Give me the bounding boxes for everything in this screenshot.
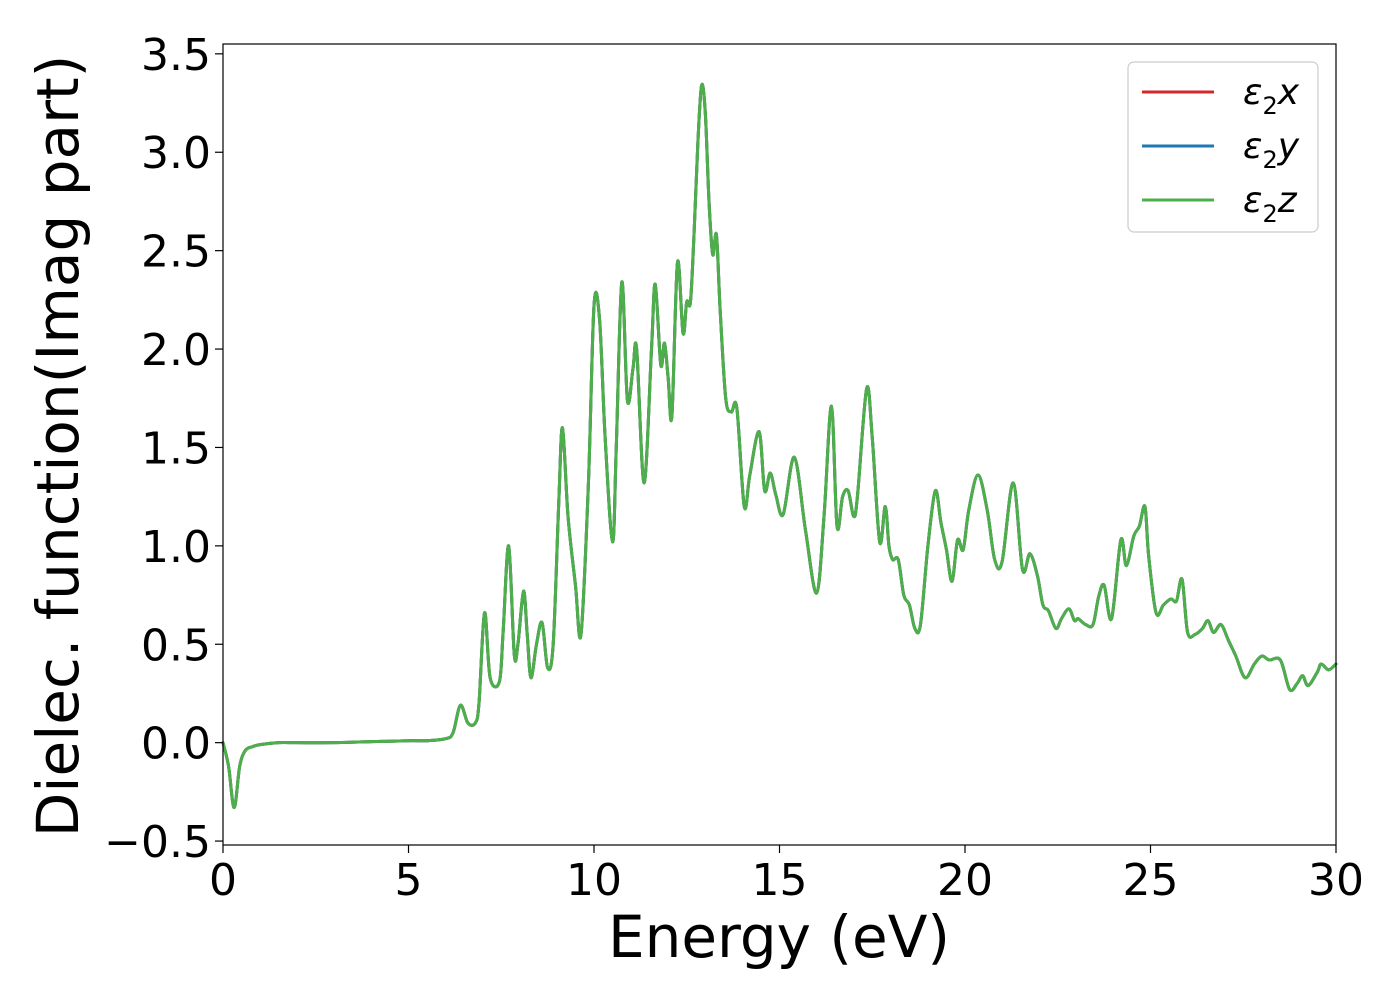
y-tick-label: 2.5 bbox=[141, 227, 211, 278]
x-tick-label: 0 bbox=[209, 855, 237, 906]
y-axis-ticks: −0.5 0.0 0.5 1.0 1.5 2.0 2.5 3.0 3.5 bbox=[104, 30, 223, 868]
y-tick-label: −0.5 bbox=[104, 817, 211, 868]
x-tick-label: 10 bbox=[566, 855, 622, 906]
x-tick-label: 20 bbox=[937, 855, 993, 906]
y-tick-label: 0.0 bbox=[141, 719, 211, 770]
legend-label-0: ε2x bbox=[1243, 72, 1300, 120]
y-tick-label: 2.0 bbox=[141, 325, 211, 376]
y-tick-label: 1.5 bbox=[141, 423, 211, 474]
series-layer bbox=[221, 82, 1338, 810]
x-axis-ticks: 0 5 10 15 20 25 30 bbox=[209, 845, 1364, 906]
y-tick-label: 1.0 bbox=[141, 522, 211, 573]
x-axis-label: Energy (eV) bbox=[608, 903, 950, 971]
x-tick-label: 15 bbox=[752, 855, 808, 906]
x-tick-label: 25 bbox=[1123, 855, 1179, 906]
y-axis-label: Dielec. function(Imag part) bbox=[24, 55, 92, 838]
x-tick-label: 5 bbox=[395, 855, 423, 906]
legend-box bbox=[1127, 61, 1319, 233]
legend-label-1: ε2y bbox=[1243, 126, 1300, 174]
x-tick-label: 30 bbox=[1308, 855, 1364, 906]
legend-label-2: ε2z bbox=[1243, 180, 1298, 228]
y-tick-label: 3.5 bbox=[141, 30, 211, 81]
y-tick-label: 0.5 bbox=[141, 620, 211, 671]
series-line-2 bbox=[221, 82, 1338, 810]
legend: ε2x ε2y ε2z bbox=[1127, 61, 1319, 233]
y-tick-label: 3.0 bbox=[141, 128, 211, 179]
